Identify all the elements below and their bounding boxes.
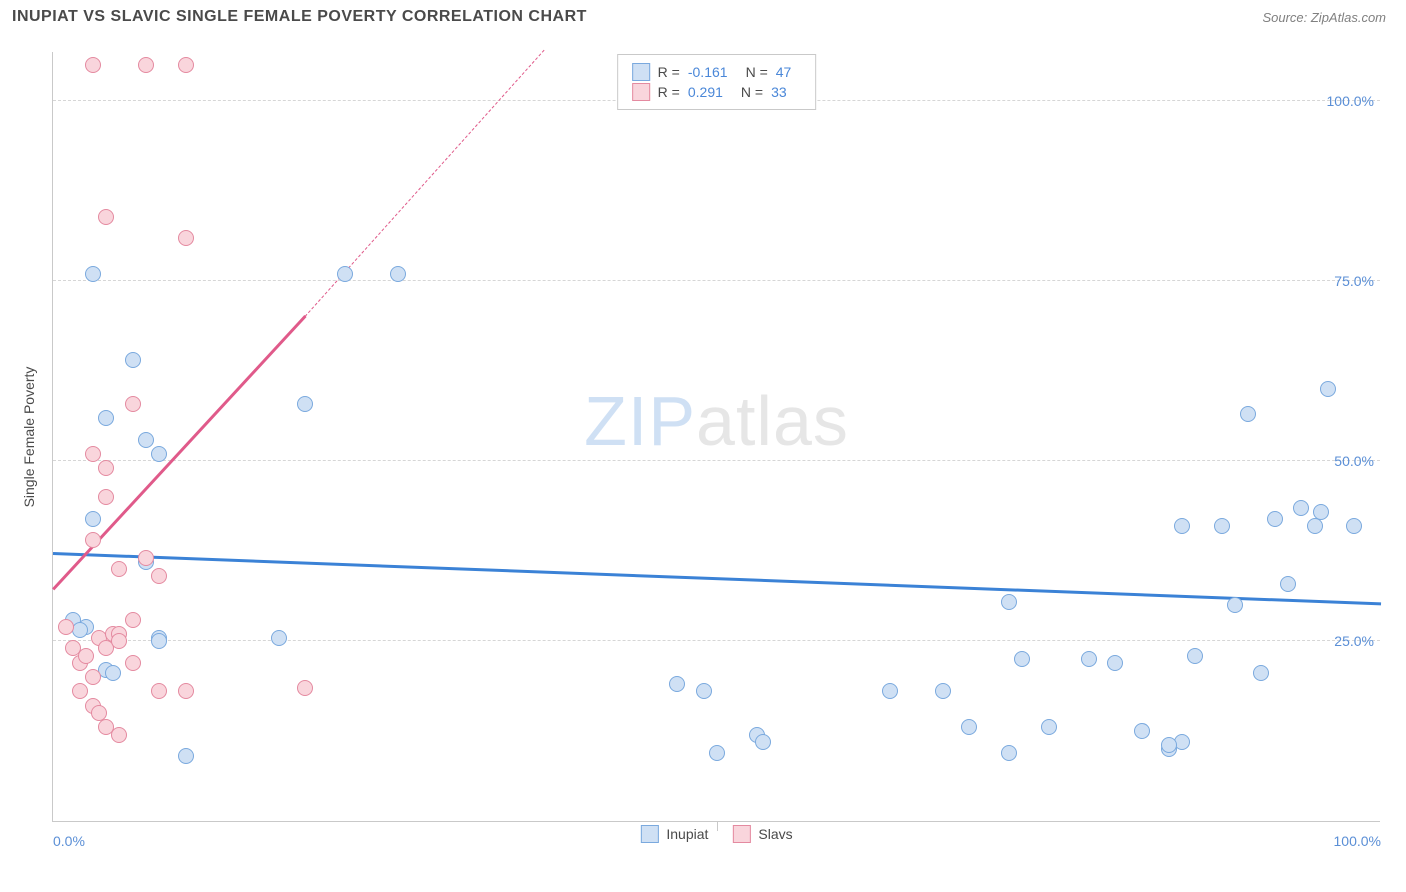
- legend-label-inupiat: Inupiat: [666, 826, 708, 842]
- y-tick-label: 100.0%: [1327, 93, 1374, 109]
- data-point-slavs: [151, 568, 167, 584]
- x-tick: [717, 821, 718, 831]
- r-value-slavs: 0.291: [688, 84, 723, 100]
- gridline-h: [53, 280, 1380, 281]
- data-point-inupiat: [755, 734, 771, 750]
- data-point-slavs: [98, 489, 114, 505]
- swatch-inupiat-bottom: [640, 825, 658, 843]
- n-value-slavs: 33: [771, 84, 787, 100]
- n-value-inupiat: 47: [776, 64, 792, 80]
- data-point-slavs: [297, 680, 313, 696]
- data-point-inupiat: [1041, 719, 1057, 735]
- data-point-inupiat: [1187, 648, 1203, 664]
- data-point-inupiat: [125, 352, 141, 368]
- y-axis-title: Single Female Poverty: [21, 366, 37, 507]
- data-point-slavs: [72, 683, 88, 699]
- data-point-inupiat: [151, 633, 167, 649]
- gridline-h: [53, 640, 1380, 641]
- legend-item-inupiat: Inupiat: [640, 825, 708, 843]
- data-point-inupiat: [1280, 576, 1296, 592]
- swatch-inupiat: [632, 63, 650, 81]
- data-point-slavs: [98, 460, 114, 476]
- data-point-slavs: [125, 655, 141, 671]
- legend-item-slavs: Slavs: [732, 825, 792, 843]
- data-point-slavs: [178, 57, 194, 73]
- data-point-inupiat: [1253, 665, 1269, 681]
- chart-header: INUPIAT VS SLAVIC SINGLE FEMALE POVERTY …: [0, 0, 1406, 30]
- chart-source: Source: ZipAtlas.com: [1262, 10, 1386, 25]
- x-tick-label: 100.0%: [1334, 833, 1381, 849]
- data-point-slavs: [151, 683, 167, 699]
- data-point-slavs: [111, 727, 127, 743]
- correlation-legend: R = -0.161 N = 47 R = 0.291 N = 33: [617, 54, 817, 110]
- legend-label-slavs: Slavs: [758, 826, 792, 842]
- data-point-slavs: [111, 561, 127, 577]
- data-point-inupiat: [1307, 518, 1323, 534]
- data-point-inupiat: [1134, 723, 1150, 739]
- data-point-slavs: [58, 619, 74, 635]
- data-point-inupiat: [151, 446, 167, 462]
- trendline: [53, 552, 1381, 605]
- data-point-inupiat: [1161, 737, 1177, 753]
- data-point-slavs: [85, 446, 101, 462]
- data-point-inupiat: [669, 676, 685, 692]
- data-point-inupiat: [1001, 594, 1017, 610]
- data-point-slavs: [138, 57, 154, 73]
- data-point-inupiat: [105, 665, 121, 681]
- y-tick-label: 25.0%: [1334, 633, 1374, 649]
- data-point-slavs: [98, 209, 114, 225]
- chart-container: Single Female Poverty ZIPatlas R = -0.16…: [12, 40, 1392, 880]
- data-point-inupiat: [709, 745, 725, 761]
- data-point-slavs: [138, 550, 154, 566]
- data-point-inupiat: [1174, 518, 1190, 534]
- watermark: ZIPatlas: [584, 381, 849, 461]
- legend-row-slavs: R = 0.291 N = 33: [632, 83, 802, 101]
- swatch-slavs: [632, 83, 650, 101]
- data-point-inupiat: [1001, 745, 1017, 761]
- y-tick-label: 75.0%: [1334, 273, 1374, 289]
- data-point-slavs: [85, 57, 101, 73]
- data-point-inupiat: [1214, 518, 1230, 534]
- data-point-inupiat: [85, 266, 101, 282]
- y-tick-label: 50.0%: [1334, 453, 1374, 469]
- data-point-slavs: [125, 612, 141, 628]
- data-point-inupiat: [1107, 655, 1123, 671]
- data-point-slavs: [111, 633, 127, 649]
- data-point-inupiat: [1240, 406, 1256, 422]
- r-value-inupiat: -0.161: [688, 64, 728, 80]
- data-point-inupiat: [337, 266, 353, 282]
- data-point-inupiat: [1313, 504, 1329, 520]
- gridline-h: [53, 460, 1380, 461]
- legend-row-inupiat: R = -0.161 N = 47: [632, 63, 802, 81]
- data-point-slavs: [178, 230, 194, 246]
- data-point-inupiat: [1267, 511, 1283, 527]
- data-point-slavs: [78, 648, 94, 664]
- data-point-inupiat: [85, 511, 101, 527]
- data-point-inupiat: [1346, 518, 1362, 534]
- data-point-inupiat: [1081, 651, 1097, 667]
- data-point-inupiat: [390, 266, 406, 282]
- data-point-inupiat: [882, 683, 898, 699]
- data-point-inupiat: [961, 719, 977, 735]
- data-point-slavs: [85, 669, 101, 685]
- data-point-inupiat: [1293, 500, 1309, 516]
- chart-title: INUPIAT VS SLAVIC SINGLE FEMALE POVERTY …: [12, 8, 587, 26]
- data-point-inupiat: [1227, 597, 1243, 613]
- data-point-inupiat: [696, 683, 712, 699]
- x-tick-label: 0.0%: [53, 833, 85, 849]
- data-point-slavs: [125, 396, 141, 412]
- data-point-inupiat: [178, 748, 194, 764]
- swatch-slavs-bottom: [732, 825, 750, 843]
- data-point-slavs: [178, 683, 194, 699]
- plot-area: Single Female Poverty ZIPatlas R = -0.16…: [52, 52, 1380, 822]
- data-point-inupiat: [1014, 651, 1030, 667]
- data-point-inupiat: [1320, 381, 1336, 397]
- data-point-slavs: [85, 532, 101, 548]
- data-point-inupiat: [935, 683, 951, 699]
- data-point-inupiat: [297, 396, 313, 412]
- data-point-inupiat: [138, 432, 154, 448]
- data-point-inupiat: [271, 630, 287, 646]
- data-point-inupiat: [98, 410, 114, 426]
